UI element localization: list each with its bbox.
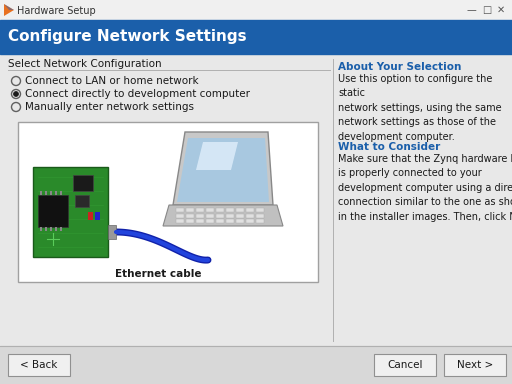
Text: Make sure that the Zynq hardware board
is properly connected to your
development: Make sure that the Zynq hardware board i… — [338, 154, 512, 222]
Text: What to Consider: What to Consider — [338, 142, 440, 152]
Text: < Back: < Back — [20, 360, 58, 370]
Text: ✕: ✕ — [497, 5, 505, 15]
Bar — [73, 175, 93, 191]
Bar — [226, 214, 234, 217]
Text: Next >: Next > — [457, 360, 493, 370]
Bar — [206, 214, 214, 217]
Bar — [256, 214, 264, 217]
Text: Configure Network Settings: Configure Network Settings — [8, 30, 247, 45]
Bar — [75, 195, 89, 207]
Bar — [186, 214, 194, 217]
Polygon shape — [4, 4, 14, 10]
Polygon shape — [177, 138, 269, 202]
Bar — [216, 208, 224, 212]
Bar — [216, 214, 224, 217]
Bar — [0, 346, 512, 384]
Text: About Your Selection: About Your Selection — [338, 62, 461, 72]
Text: □: □ — [482, 5, 491, 15]
Text: Hardware Setup: Hardware Setup — [17, 5, 96, 15]
FancyBboxPatch shape — [8, 354, 70, 376]
Text: Use this option to configure the static
network settings, using the same
network: Use this option to configure the static … — [338, 74, 502, 142]
Text: Connect to LAN or home network: Connect to LAN or home network — [25, 76, 199, 86]
Text: Select Network Configuration: Select Network Configuration — [8, 59, 162, 69]
Polygon shape — [196, 142, 238, 170]
Bar — [236, 219, 244, 223]
Bar — [18, 122, 318, 282]
Bar — [0, 20, 512, 54]
Bar — [50, 227, 52, 231]
Text: Manually enter network settings: Manually enter network settings — [25, 102, 194, 112]
Bar — [246, 214, 254, 217]
Text: Connect directly to development computer: Connect directly to development computer — [25, 89, 250, 99]
Bar — [108, 225, 116, 239]
Bar — [186, 208, 194, 212]
Bar — [55, 227, 57, 231]
Bar — [226, 219, 234, 223]
Bar — [50, 191, 52, 195]
Bar — [256, 219, 264, 223]
Bar — [33, 167, 108, 257]
Bar — [236, 208, 244, 212]
Polygon shape — [163, 205, 283, 226]
Bar — [38, 195, 68, 227]
Text: Ethernet cable: Ethernet cable — [115, 269, 201, 279]
Bar — [55, 191, 57, 195]
Bar — [186, 219, 194, 223]
FancyBboxPatch shape — [374, 354, 436, 376]
FancyBboxPatch shape — [444, 354, 506, 376]
Bar — [236, 214, 244, 217]
Bar — [40, 191, 42, 195]
Bar — [60, 227, 62, 231]
Bar — [196, 208, 204, 212]
Bar — [88, 212, 93, 220]
Bar — [0, 0, 512, 20]
Bar — [60, 191, 62, 195]
Text: Cancel: Cancel — [387, 360, 423, 370]
Bar — [246, 219, 254, 223]
Text: —: — — [467, 5, 477, 15]
Bar — [176, 214, 184, 217]
Bar — [95, 212, 100, 220]
Bar — [196, 214, 204, 217]
Bar — [45, 191, 47, 195]
Bar — [216, 219, 224, 223]
Bar — [45, 227, 47, 231]
Bar — [206, 219, 214, 223]
Polygon shape — [4, 4, 14, 16]
Bar — [0, 54, 512, 346]
Polygon shape — [173, 132, 273, 205]
Bar — [40, 227, 42, 231]
Bar — [196, 219, 204, 223]
Bar — [206, 208, 214, 212]
Bar — [246, 208, 254, 212]
Bar — [176, 219, 184, 223]
Bar — [226, 208, 234, 212]
Bar — [256, 208, 264, 212]
Circle shape — [13, 91, 18, 96]
Bar — [176, 208, 184, 212]
